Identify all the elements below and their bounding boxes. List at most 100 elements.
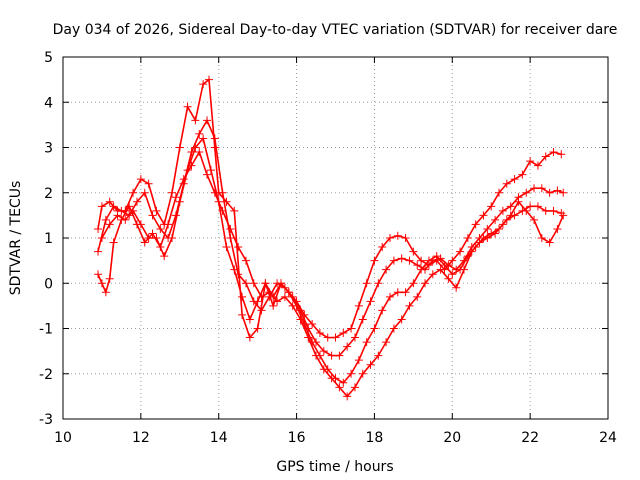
data-point	[241, 256, 250, 265]
data-point	[541, 152, 550, 161]
data-point	[491, 229, 500, 238]
data-point	[362, 279, 371, 288]
data-point	[397, 254, 406, 263]
y-tick-label: -3	[39, 412, 53, 428]
data-point	[132, 220, 141, 229]
data-point	[257, 292, 266, 301]
data-point	[448, 256, 457, 265]
series-track-1	[94, 75, 566, 342]
data-point	[125, 202, 134, 211]
data-point	[253, 324, 262, 333]
series-line	[101, 136, 562, 384]
data-point	[413, 292, 422, 301]
data-point	[144, 179, 153, 188]
data-point	[175, 143, 184, 152]
data-point	[386, 292, 394, 301]
data-point	[230, 265, 239, 274]
data-point	[269, 301, 278, 310]
data-point	[183, 102, 192, 111]
data-point	[94, 247, 103, 256]
data-point	[510, 175, 519, 184]
y-tick-label: 2	[44, 186, 53, 202]
data-point	[168, 234, 176, 242]
data-point	[245, 315, 254, 324]
data-point	[409, 279, 418, 288]
data-point	[506, 211, 515, 220]
data-point	[156, 243, 165, 252]
data-point	[537, 184, 546, 193]
data-point	[526, 157, 535, 166]
data-point	[553, 224, 562, 233]
data-point	[101, 215, 110, 224]
data-point	[129, 188, 138, 197]
data-point	[296, 315, 305, 324]
data-point	[187, 161, 196, 170]
data-point	[210, 134, 219, 143]
data-point	[374, 351, 383, 360]
series-track-2	[94, 116, 568, 360]
series-track-3	[97, 134, 566, 387]
data-point	[97, 202, 106, 211]
data-point	[397, 315, 406, 324]
data-point	[475, 238, 484, 247]
data-point	[206, 166, 215, 175]
data-point	[393, 288, 402, 297]
x-tick-label: 16	[288, 430, 306, 446]
data-point	[456, 247, 465, 256]
data-point	[113, 211, 122, 220]
data-point	[382, 338, 391, 347]
data-point	[249, 279, 258, 288]
data-point	[436, 265, 445, 274]
data-point	[191, 116, 200, 125]
data-point	[148, 211, 157, 220]
data-point	[479, 211, 488, 220]
x-tick-label: 10	[54, 430, 72, 446]
y-tick-labels: -3 -2 -1 0 1 2 3 4 5	[39, 50, 53, 428]
data-point	[354, 301, 363, 310]
data-point	[557, 150, 566, 159]
data-point	[304, 333, 313, 342]
data-point	[199, 80, 208, 89]
data-point	[230, 206, 239, 215]
data-point	[315, 329, 324, 338]
data-point	[502, 179, 511, 188]
data-point	[94, 270, 103, 279]
data-point	[261, 279, 270, 288]
data-point	[105, 220, 114, 229]
data-point	[537, 234, 546, 242]
data-point	[339, 378, 348, 387]
data-point	[203, 170, 212, 179]
data-point	[417, 256, 426, 265]
data-point	[323, 333, 332, 342]
data-point	[331, 333, 340, 342]
chart-title: Day 034 of 2026, Sidereal Day-to-day VTE…	[53, 22, 618, 38]
data-point	[222, 243, 231, 252]
data-point	[241, 279, 250, 288]
data-point	[405, 301, 414, 310]
data-point	[179, 175, 188, 184]
data-point	[195, 129, 204, 138]
series-line	[97, 78, 562, 340]
data-point	[105, 197, 114, 206]
y-tick-label: 0	[44, 276, 53, 292]
data-point	[226, 224, 235, 233]
data-point	[448, 270, 457, 279]
data-point	[405, 256, 414, 265]
data-point	[389, 256, 398, 265]
data-point	[339, 329, 348, 338]
data-point	[148, 229, 157, 238]
data-point	[467, 247, 476, 256]
data-point	[553, 186, 562, 195]
data-point	[343, 392, 352, 401]
data-point	[210, 143, 219, 152]
data-point	[417, 265, 426, 274]
data-point	[195, 148, 204, 157]
x-tick-labels: 10 12 14 16 18 20 22 24	[54, 430, 617, 446]
data-point	[203, 116, 212, 125]
data-point	[495, 188, 503, 197]
data-point	[506, 202, 515, 211]
x-tick-label: 22	[521, 430, 539, 446]
data-point	[335, 351, 344, 360]
x-tick-label: 12	[132, 430, 150, 446]
data-point	[366, 360, 375, 369]
